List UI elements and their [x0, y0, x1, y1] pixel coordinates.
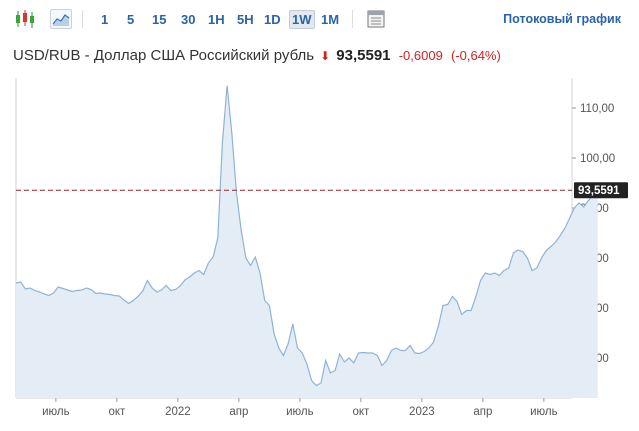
x-tick-label: июль [286, 406, 314, 418]
x-tick-label: 2022 [165, 406, 191, 418]
area-chart-icon[interactable] [50, 9, 72, 29]
x-tick-label: июль [42, 406, 70, 418]
y-tick-label: 110,00 [580, 103, 614, 115]
streaming-chart-link[interactable]: Потоковый график [503, 12, 621, 26]
price-chart: 60,0070,0080,0090,00100,00110,00июльокт2… [15, 78, 628, 418]
instrument-header: USD/RUB - Доллар США Российский рубль ⬇ 9… [13, 47, 501, 64]
timeframe-1[interactable]: 1 [101, 12, 109, 27]
price-line [15, 85, 599, 387]
timeframe-1m[interactable]: 1M [321, 12, 340, 27]
toolbar-divider [352, 10, 353, 28]
y-tick-label: 100,00 [580, 153, 615, 165]
timeframe-1d[interactable]: 1D [264, 12, 281, 27]
price-area-fill [16, 85, 598, 398]
timeframe-1w[interactable]: 1W [289, 10, 315, 29]
x-tick-label: апр [473, 406, 492, 418]
timeframe-1h[interactable]: 1H [208, 12, 225, 27]
x-tick-label: апр [229, 406, 248, 418]
x-tick-label: 2023 [409, 406, 435, 418]
x-tick-label: июль [530, 406, 558, 418]
timeframe-5h[interactable]: 5H [237, 12, 254, 27]
x-tick-label: окт [108, 406, 126, 418]
chart-toolbar: 1 5 15 30 1H 5H 1D 1W 1M Потоковый графи… [0, 0, 639, 38]
instrument-title: USD/RUB - Доллар США Российский рубль [13, 47, 315, 64]
down-arrow-icon: ⬇ [320, 49, 331, 63]
x-tick-label: окт [352, 406, 370, 418]
last-price-tag [574, 182, 628, 199]
toolbar-divider [82, 10, 83, 28]
last-price-tag-label: 93,5591 [578, 185, 620, 197]
data-table-icon[interactable] [366, 9, 388, 29]
last-price: 93,5591 [336, 47, 391, 64]
timeframe-15[interactable]: 15 [152, 12, 167, 27]
timeframe-5[interactable]: 5 [127, 12, 135, 27]
price-change: -0,6009 [398, 48, 443, 63]
timeframe-30[interactable]: 30 [181, 12, 196, 27]
price-change-percent: (-0,64%) [450, 48, 501, 63]
candlestick-chart-icon[interactable] [14, 9, 36, 29]
